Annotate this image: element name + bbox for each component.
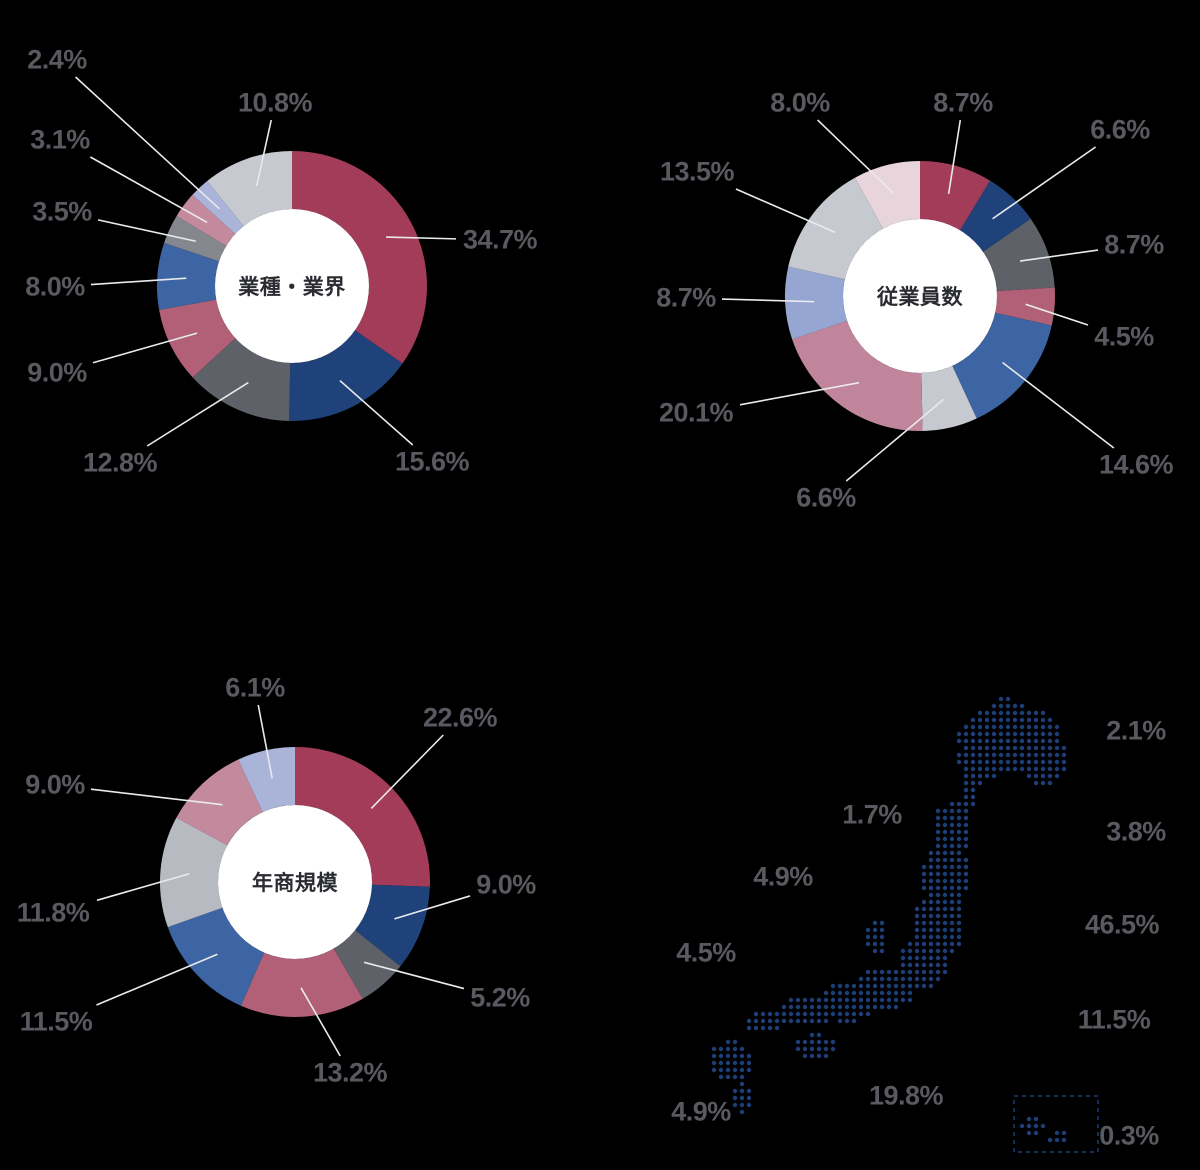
leader-line <box>96 953 218 1006</box>
donut-slice <box>995 287 1055 326</box>
donut-slice <box>207 151 292 227</box>
donut-slice <box>157 242 220 310</box>
donut-slice <box>333 930 401 999</box>
leader-line <box>255 119 273 187</box>
donut-slice <box>792 320 923 431</box>
leader-line <box>146 381 249 447</box>
donut-center-disc <box>218 805 372 959</box>
leader-line <box>739 381 860 406</box>
leader-line <box>92 332 198 364</box>
leader-line <box>96 872 190 902</box>
donut-slice <box>292 151 427 364</box>
donut-slice <box>355 884 430 967</box>
leader-line <box>1025 303 1089 326</box>
donut-slice <box>159 299 236 378</box>
leader-line <box>339 379 414 446</box>
leader-line <box>386 236 457 240</box>
donut-slice <box>159 817 228 928</box>
leader-line <box>845 398 945 482</box>
donut-slice <box>920 161 991 231</box>
donut-slice <box>167 907 265 1006</box>
leader-line <box>90 788 223 806</box>
donut-slice <box>176 759 263 846</box>
donut-slice <box>788 177 883 280</box>
leader-line <box>394 895 471 920</box>
leader-line <box>370 734 444 809</box>
leader-line <box>90 277 187 286</box>
donut-slice <box>983 218 1055 292</box>
chart-title-revenue: 年商規模 <box>252 872 338 895</box>
donut-slice <box>784 266 848 340</box>
donut-slice <box>952 312 1052 419</box>
donut-slice <box>176 194 236 247</box>
donut-center-disc <box>215 209 369 363</box>
donut-slice <box>238 747 295 813</box>
donut-slice <box>921 365 977 431</box>
leader-line <box>257 704 273 779</box>
donut-slice <box>164 215 227 262</box>
donut-slice <box>240 948 363 1017</box>
donut-slice <box>192 338 291 421</box>
leader-line <box>721 298 815 303</box>
donut-center-disc <box>843 219 997 373</box>
leader-line <box>1019 249 1099 262</box>
leader-line <box>300 987 341 1057</box>
leader-line <box>1002 361 1115 449</box>
leader-line <box>363 961 465 990</box>
leader-line <box>992 146 1097 220</box>
donut-slice <box>854 161 920 229</box>
donut-slice <box>289 330 403 421</box>
leader-line <box>735 188 836 234</box>
leader-line <box>97 219 197 243</box>
leader-line <box>89 156 208 224</box>
japan-dot-map <box>711 696 1067 1143</box>
leader-line <box>75 76 220 210</box>
leader-line <box>817 119 895 194</box>
chart-title-employees: 従業員数 <box>877 286 963 309</box>
leader-line <box>947 119 962 195</box>
chart-title-industry: 業種・業界 <box>238 276 346 299</box>
donut-slice <box>295 747 430 887</box>
okinawa-inset-frame <box>1013 1095 1099 1153</box>
